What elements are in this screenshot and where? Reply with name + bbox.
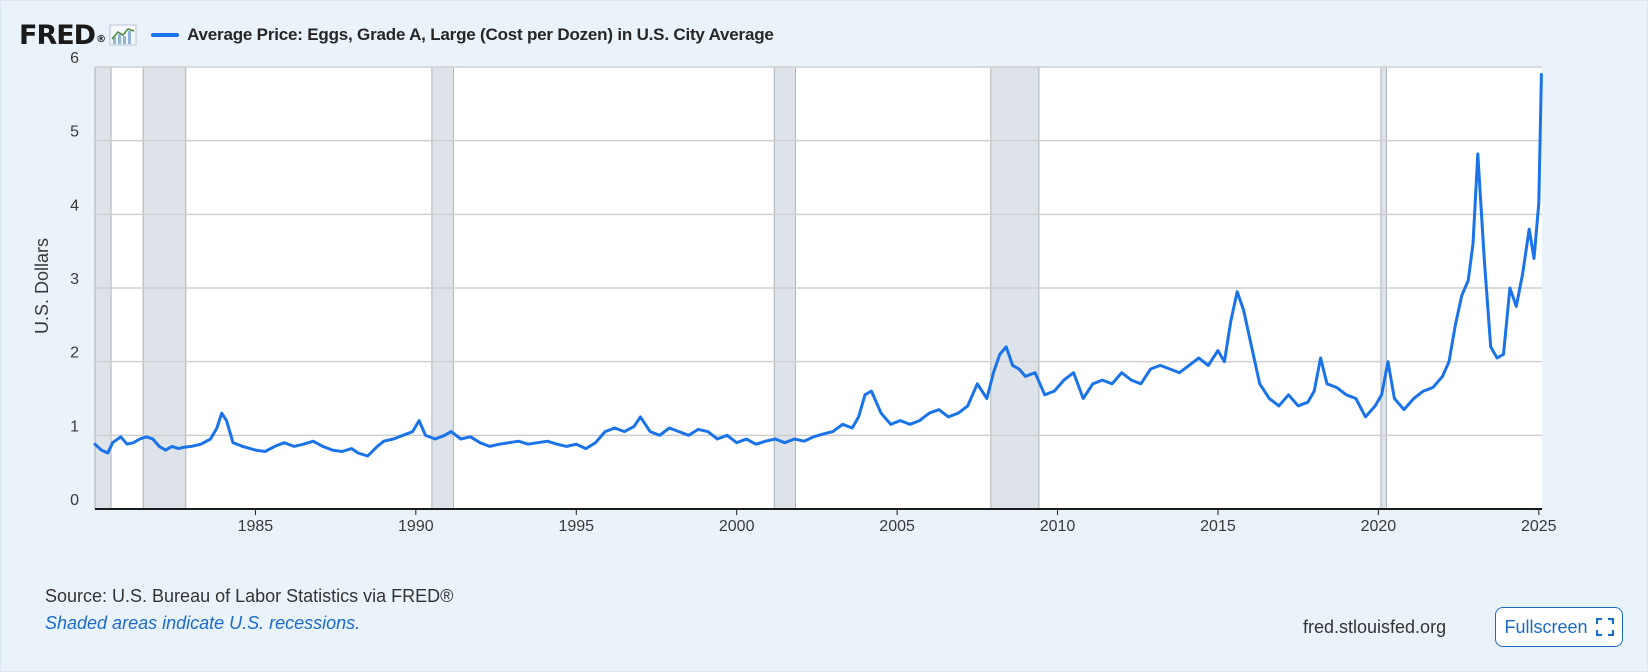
fred-logo[interactable]: FRED® — [19, 19, 106, 51]
y-tick-label: 3 — [70, 271, 79, 288]
recession-note: Shaded areas indicate U.S. recessions. — [45, 613, 361, 633]
x-tick-label: 2000 — [719, 518, 755, 535]
y-axis-label: U.S. Dollars — [32, 238, 52, 334]
axes — [95, 508, 1542, 515]
y-tick-label: 6 — [70, 50, 79, 67]
x-tick-label: 1985 — [238, 518, 274, 535]
y-tick-label: 5 — [70, 124, 79, 141]
fred-logo-registered: ® — [96, 33, 106, 45]
source-note: Source: U.S. Bureau of Labor Statistics … — [45, 586, 454, 606]
fullscreen-button[interactable]: Fullscreen — [1495, 607, 1623, 647]
fullscreen-label: Fullscreen — [1504, 616, 1588, 637]
series-line — [93, 72, 1543, 458]
expand-icon — [1595, 618, 1614, 636]
legend-label: Average Price: Eggs, Grade A, Large (Cos… — [187, 25, 774, 44]
y-tick-label: 0 — [70, 492, 79, 509]
x-tick-label: 1995 — [558, 518, 594, 535]
y-tick-label: 2 — [70, 345, 79, 362]
data-series — [93, 72, 1543, 458]
chart-header: FRED® Average Price: Eggs, Grade A, Larg… — [19, 15, 774, 55]
fred-logo-text: FRED — [19, 19, 96, 51]
x-tick-label: 2005 — [879, 518, 915, 535]
x-tick-label: 2015 — [1200, 518, 1236, 535]
line-chart: 0 1 2 3 4 5 6 1985 1990 1995 2000 2005 2010 2015 2020… — [32, 50, 1557, 535]
x-tick-labels: 1985 1990 1995 2000 2005 2010 2015 2020 2025 — [238, 518, 1557, 535]
legend-swatch — [151, 33, 180, 37]
x-tick-label: 2020 — [1361, 518, 1397, 535]
x-tick-label: 2010 — [1040, 518, 1076, 535]
x-tick-label: 1990 — [398, 518, 434, 535]
y-tick-label: 1 — [70, 418, 79, 435]
y-tick-labels: 0 1 2 3 4 5 6 — [70, 50, 79, 509]
fred-chart-icon — [109, 23, 137, 47]
chart-legend: Average Price: Eggs, Grade A, Large (Cos… — [151, 25, 774, 45]
y-tick-label: 4 — [70, 197, 79, 214]
site-url[interactable]: fred.stlouisfed.org — [1303, 617, 1447, 637]
x-tick-label: 2025 — [1521, 518, 1557, 535]
